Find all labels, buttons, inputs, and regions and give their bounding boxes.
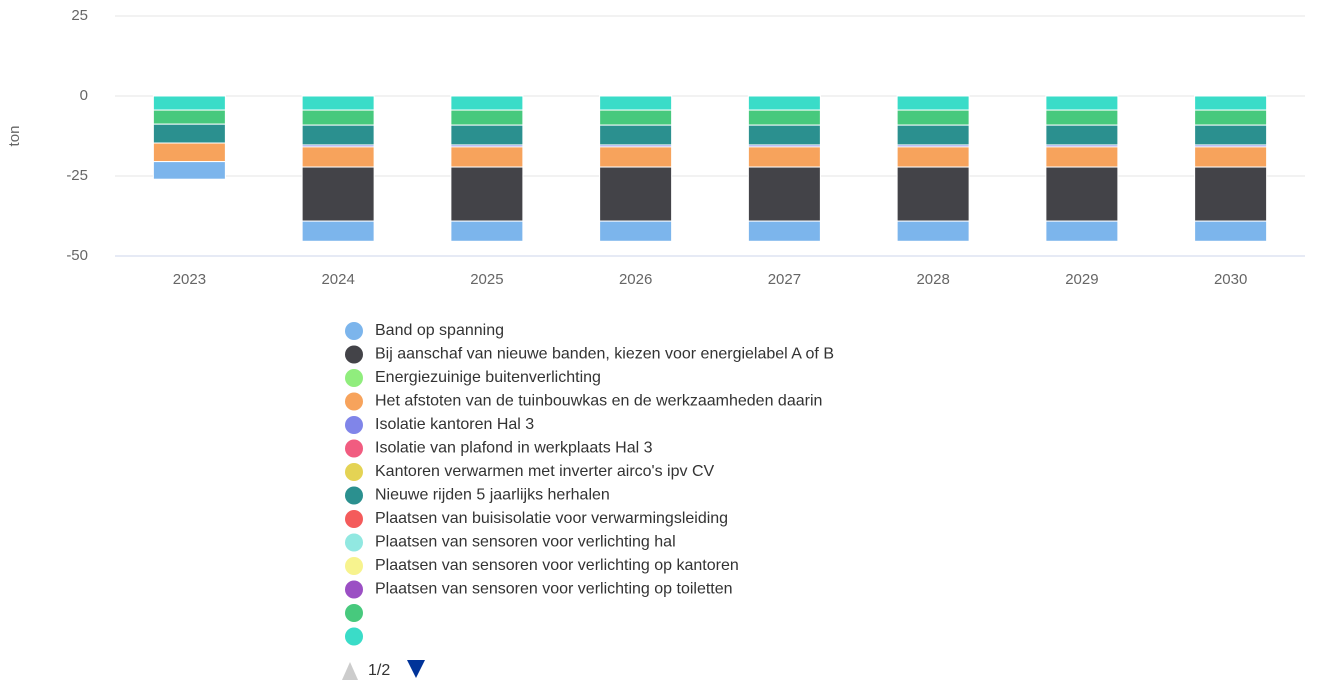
bar: [1194, 220, 1268, 242]
bar: [1045, 124, 1119, 146]
legend-label: Kantoren verwarmen met inverter airco's …: [375, 463, 715, 480]
legend-label: Isolatie kantoren Hal 3: [375, 416, 534, 433]
bar: [1045, 146, 1119, 168]
y-tick-label: -25: [66, 167, 88, 184]
legend-marker: [345, 392, 363, 411]
bar: [450, 146, 524, 168]
x-tick-label: 2027: [768, 271, 801, 288]
legend-label: Energiezuinige buitenverlichting: [375, 369, 601, 386]
bar: [896, 124, 970, 146]
legend: Band op spanning Bij aanschaf van nieuwe …: [345, 322, 834, 646]
bar: [152, 109, 226, 125]
bar: [747, 124, 821, 146]
bar: [1045, 95, 1119, 111]
legend-marker: [345, 369, 363, 387]
bar: [896, 95, 970, 111]
bar: [301, 220, 375, 242]
bar: [599, 166, 673, 222]
legend-marker: [345, 557, 363, 575]
y-tick-label: -50: [66, 247, 88, 264]
bar: [1045, 166, 1119, 222]
legend-label: Plaatsen van buisisolatie voor verwarmin…: [375, 510, 728, 527]
bar: [301, 109, 375, 126]
bar: [1045, 220, 1119, 242]
legend-page: 1/2: [368, 662, 390, 679]
bar: [450, 95, 524, 111]
bar: [301, 124, 375, 146]
bar: [599, 146, 673, 168]
legend-marker: [345, 533, 363, 552]
legend-marker: [345, 345, 363, 364]
x-tick-label: 2029: [1065, 271, 1098, 288]
bar: [599, 124, 673, 146]
legend-page-down[interactable]: [407, 660, 425, 678]
legend-marker: [345, 322, 363, 340]
legend-label: Isolatie van plafond in werkplaats Hal 3: [375, 440, 653, 457]
x-tick-label: 2023: [173, 271, 206, 288]
y-tick-label: 0: [80, 87, 88, 104]
bar: [1194, 124, 1268, 146]
bar: [301, 146, 375, 168]
bar: [896, 146, 970, 168]
legend-marker: [345, 627, 363, 646]
x-tick-label: 2025: [470, 271, 503, 288]
legend-label: Plaatsen van sensoren voor verlichting o…: [375, 581, 733, 598]
bar: [152, 95, 226, 111]
bar: [450, 124, 524, 146]
legend-page-up[interactable]: [342, 662, 358, 680]
bar: [152, 142, 226, 163]
bar: [1194, 146, 1268, 168]
bar: [747, 220, 821, 242]
bar: [599, 220, 673, 242]
legend-marker: [345, 580, 363, 599]
legend-marker: [345, 486, 363, 505]
x-tick-label: 2028: [916, 271, 949, 288]
legend-marker: [345, 439, 363, 458]
bar: [1194, 166, 1268, 222]
legend-marker: [345, 463, 363, 481]
x-tick-label: 2030: [1214, 271, 1247, 288]
bar: [747, 166, 821, 222]
legend-marker: [345, 510, 363, 528]
bar: [896, 166, 970, 222]
legend-label: Plaatsen van sensoren voor verlichting h…: [375, 534, 676, 551]
bar: [1045, 109, 1119, 126]
bar: [896, 109, 970, 126]
legend-label: Bij aanschaf van nieuwe banden, kiezen v…: [375, 346, 834, 363]
bar: [301, 166, 375, 222]
bar: [1194, 109, 1268, 126]
bar: [450, 109, 524, 126]
bar: [152, 161, 226, 180]
bar: [301, 95, 375, 111]
bar: [896, 220, 970, 242]
bar: [747, 146, 821, 168]
y-tick-label: 25: [71, 7, 88, 24]
legend-marker: [345, 604, 363, 622]
x-tick-label: 2026: [619, 271, 652, 288]
bar: [450, 220, 524, 242]
legend-label: Nieuwe rijden 5 jaarlijks herhalen: [375, 487, 610, 504]
bar: [747, 109, 821, 126]
bar: [450, 166, 524, 222]
bar: [152, 123, 226, 144]
bar: [747, 95, 821, 111]
legend-label: Band op spanning: [375, 322, 504, 339]
legend-label: Het afstoten van de tuinbouwkas en de we…: [375, 393, 822, 410]
legend-label: Plaatsen van sensoren voor verlichting o…: [375, 557, 739, 574]
bar: [599, 109, 673, 126]
legend-marker: [345, 416, 363, 434]
bar: [1194, 95, 1268, 111]
bar: [599, 95, 673, 111]
y-axis-label: ton: [6, 126, 23, 147]
x-tick-label: 2024: [321, 271, 354, 288]
